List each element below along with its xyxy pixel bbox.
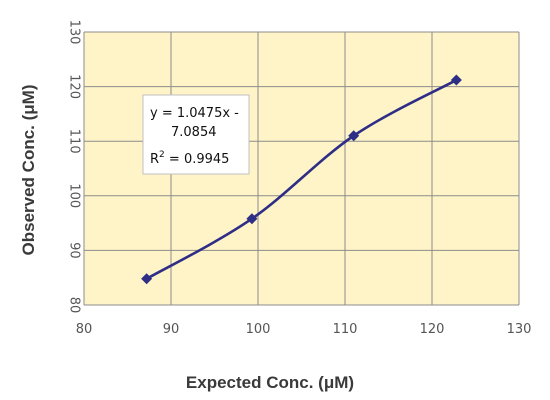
series-line: [145, 78, 457, 280]
r-squared-superscript: 2: [159, 150, 165, 160]
x-tick-label: 90: [163, 322, 180, 337]
series-markers: [141, 74, 462, 285]
y-tick-label: 100: [67, 183, 82, 208]
x-tick-label: 100: [246, 322, 271, 337]
y-axis-title: Observed Conc. (μM): [19, 85, 38, 256]
x-axis-title: Expected Conc. (μM): [186, 373, 354, 392]
regression-annotation: y = 1.0475x - 7.0854 R2 = 0.9945: [142, 94, 250, 175]
tick-labels: 80 90 100 110 120 130 80 90 100 110 120 130: [67, 20, 532, 337]
data-point-marker: [141, 273, 153, 285]
equation-line-2: 7.0854: [171, 125, 217, 140]
y-tick-label: 110: [67, 129, 82, 154]
data-point-marker: [348, 130, 360, 142]
r-squared: R2 = 0.9945: [150, 150, 229, 167]
r-squared-prefix: R: [150, 152, 159, 167]
x-tick-label: 80: [76, 322, 93, 337]
y-tick-label: 120: [67, 74, 82, 99]
equation-line-1: y = 1.0475x -: [150, 106, 239, 121]
y-tick-label: 80: [67, 297, 82, 314]
y-tick-label: 90: [67, 242, 82, 259]
y-tick-label: 130: [67, 20, 82, 45]
x-tick-label: 120: [420, 322, 445, 337]
data-point-marker: [450, 74, 462, 86]
r-squared-value: = 0.9945: [165, 152, 230, 167]
x-tick-label: 130: [507, 322, 532, 337]
annotation-box: [142, 94, 250, 175]
x-tick-label: 110: [333, 322, 358, 337]
data-point-marker: [246, 213, 258, 225]
